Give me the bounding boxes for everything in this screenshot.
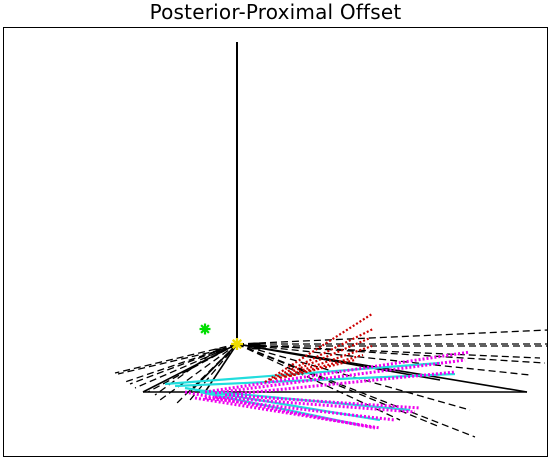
magenta-dotted-line (224, 370, 456, 397)
black-marker (253, 342, 261, 350)
cyan-line (184, 386, 381, 422)
red-dotted-line (269, 328, 374, 381)
red-dotted-line (289, 358, 356, 378)
dashed-line (236, 329, 547, 345)
magenta-dotted-line (184, 390, 376, 430)
markers-group (199, 323, 261, 354)
red-dotted-line (264, 313, 373, 383)
dashed-line (259, 345, 541, 359)
red-dotted-group (264, 313, 374, 383)
dashed-line (236, 343, 471, 411)
plot-area (3, 27, 548, 457)
dashed-line (134, 343, 238, 389)
black-marker (215, 348, 221, 354)
magenta-dotted-group (184, 350, 471, 430)
figure-title: Posterior-Proximal Offset (149, 0, 402, 24)
dashed-line (236, 343, 546, 364)
magenta-dotted-line (224, 393, 421, 410)
yellow-marker (231, 338, 243, 350)
dashed-line (236, 343, 476, 438)
dashed-line (124, 343, 238, 383)
red-dotted-line (279, 344, 373, 380)
solid-line (142, 343, 238, 393)
plot-canvas (114, 42, 547, 438)
solid-lines-group (142, 42, 528, 393)
magenta-dotted-line (194, 396, 381, 430)
dashed-line (117, 349, 221, 375)
dashed-line (236, 343, 441, 428)
red-dotted-line (274, 336, 371, 381)
solid-line (236, 343, 441, 381)
dashed-line (236, 343, 531, 376)
dashed-line (159, 343, 238, 401)
green-marker (199, 323, 211, 335)
dashed-line (129, 351, 216, 385)
dashed-line (114, 343, 238, 374)
dashed-line (154, 354, 211, 396)
magenta-dotted-line (204, 350, 471, 394)
magenta-dotted-line (214, 395, 416, 414)
